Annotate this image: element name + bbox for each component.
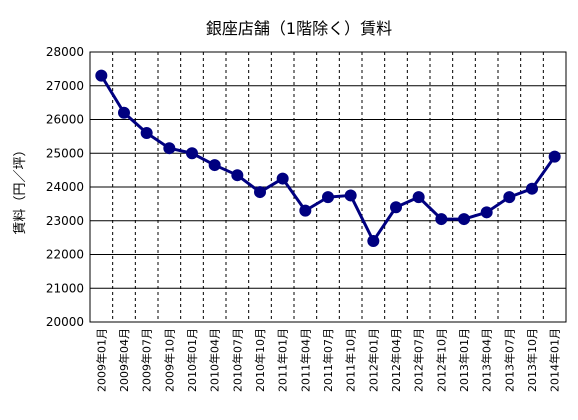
data-point bbox=[480, 206, 493, 219]
data-point bbox=[118, 106, 130, 119]
data-point bbox=[140, 127, 153, 139]
data-point bbox=[344, 189, 357, 202]
x-tick-label: 2010年07月 bbox=[230, 328, 244, 392]
y-tick-label: 22000 bbox=[46, 248, 84, 262]
x-tick-label: 2011年01月 bbox=[276, 328, 290, 392]
x-tick-label: 2009年04月 bbox=[117, 328, 131, 392]
data-point bbox=[186, 147, 198, 160]
data-point bbox=[526, 182, 538, 195]
chart-title: 銀座店舗（1階除く）賃料 bbox=[206, 19, 392, 38]
data-point bbox=[231, 169, 244, 182]
x-tick-label: 2009年07月 bbox=[140, 328, 154, 392]
data-point bbox=[254, 186, 266, 199]
x-tick-label: 2010年10月 bbox=[253, 328, 267, 392]
x-tick-label: 2011年10月 bbox=[344, 328, 358, 392]
data-point bbox=[503, 191, 516, 204]
data-point bbox=[548, 150, 561, 163]
x-tick-label: 2011年04月 bbox=[298, 328, 312, 392]
data-point bbox=[390, 201, 402, 214]
x-tick-label: 2012年10月 bbox=[434, 328, 448, 392]
y-tick-label: 24000 bbox=[46, 180, 84, 194]
data-point bbox=[367, 235, 380, 247]
x-tick-label: 2013年04月 bbox=[480, 328, 494, 392]
x-tick-label: 2009年10月 bbox=[162, 328, 176, 392]
data-point bbox=[208, 159, 221, 172]
x-tick-label: 2011年07月 bbox=[321, 328, 335, 392]
x-tick-label: 2010年04月 bbox=[208, 328, 222, 392]
y-tick-label: 28000 bbox=[46, 45, 84, 59]
plot-area: 20000 21000 22000 23000 24000 25000 26000 27000… bbox=[46, 45, 567, 392]
y-tick-label: 21000 bbox=[46, 281, 84, 295]
x-tick-label: 2014年01月 bbox=[548, 328, 562, 392]
plot-border bbox=[89, 51, 567, 323]
x-tick-label: 2013年01月 bbox=[457, 328, 471, 392]
x-tick-label: 2012年04月 bbox=[389, 328, 403, 392]
data-point bbox=[435, 213, 448, 226]
x-tick-label: 2010年01月 bbox=[185, 328, 199, 392]
x-tick-label: 2009年01月 bbox=[94, 328, 108, 392]
y-tick-label: 20000 bbox=[46, 315, 84, 329]
data-point bbox=[163, 142, 176, 155]
y-axis-label: 賃料（円／坪） bbox=[13, 143, 28, 234]
data-point bbox=[458, 213, 470, 226]
y-tick-label: 23000 bbox=[46, 214, 84, 228]
data-point bbox=[95, 69, 108, 82]
x-tick-label: 2013年07月 bbox=[502, 328, 516, 392]
data-point bbox=[299, 204, 312, 217]
x-tick-label: 2012年07月 bbox=[412, 328, 426, 392]
y-tick-label: 25000 bbox=[46, 146, 84, 160]
data-point bbox=[276, 172, 289, 185]
x-tick-label: 2012年01月 bbox=[366, 328, 380, 392]
x-tick-label: 2013年10月 bbox=[525, 328, 539, 392]
data-point bbox=[412, 191, 425, 204]
y-tick-label: 27000 bbox=[46, 79, 84, 93]
y-tick-label: 26000 bbox=[46, 113, 84, 127]
data-point bbox=[322, 191, 334, 204]
